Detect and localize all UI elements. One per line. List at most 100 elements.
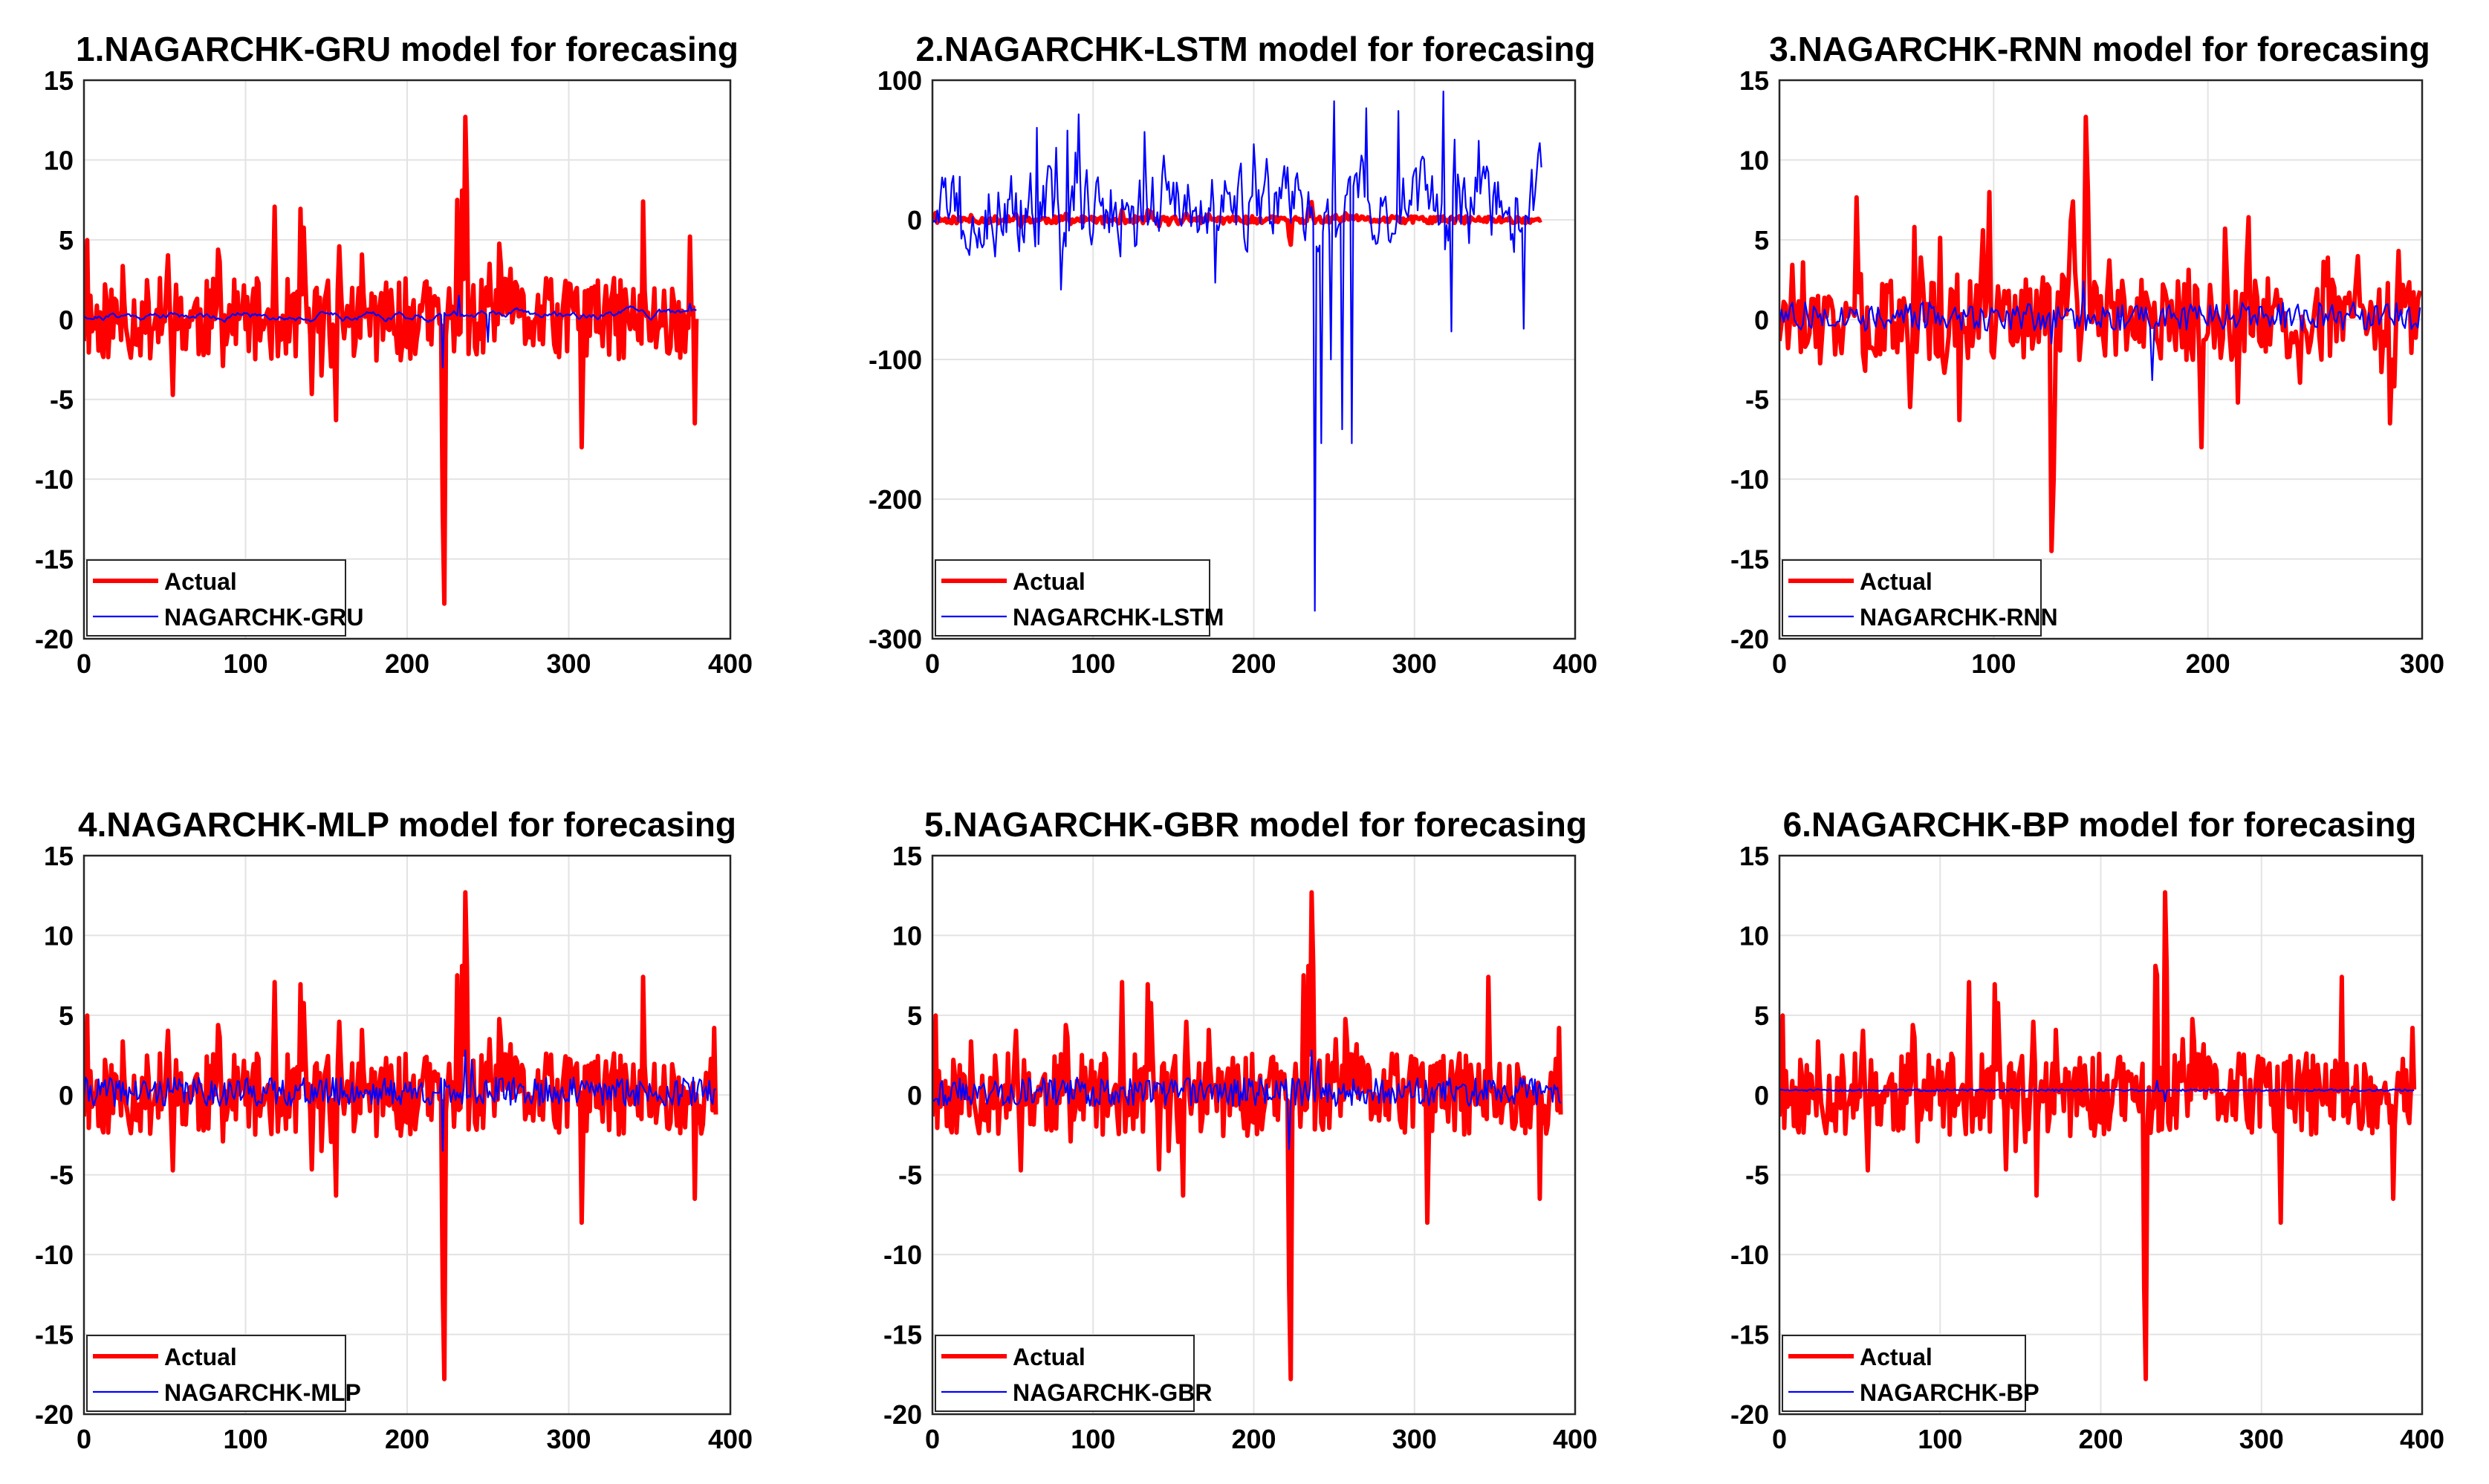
legend-label: Actual [1013,1344,1086,1370]
axes-box [931,79,1577,640]
x-tick-label: 100 [223,1424,267,1454]
y-tick-label: -5 [1745,1160,1769,1191]
y-tick-label: 15 [1739,65,1769,96]
y-tick-label: -20 [1730,1399,1769,1430]
legend-box [1782,559,2042,637]
x-tick-label: 0 [1772,1424,1787,1454]
legend-box [935,559,1210,637]
x-tick-label: 100 [1071,648,1115,679]
y-tick-label: 0 [59,305,74,335]
y-tick-label: -20 [35,1399,74,1430]
legend-label: NAGARCHK-BP [1860,1379,2039,1406]
y-tick-label: 5 [1754,1000,1769,1031]
chart-panel-3: 3.NAGARCHK-RNN model for forecasing 0 10 0 2… [1730,30,2444,679]
y-tick-label: -20 [1730,624,1769,654]
y-tick-label: 5 [59,1000,74,1031]
y-tick-label: -15 [35,1320,74,1350]
axes-box [82,854,732,1416]
y-tick-label: 10 [1739,145,1769,175]
y-tick-label: -5 [50,385,74,415]
y-tick-label: 0 [1754,1080,1769,1110]
series-forecast-line [1779,1079,2415,1102]
legend-label: NAGARCHK-GRU [164,604,363,631]
legend: Actual NAGARCHK-RNN [1782,559,2058,637]
x-tick-label: 200 [2078,1424,2123,1454]
y-tick-label: -15 [35,544,74,575]
y-tick-label: -10 [35,1240,74,1270]
y-tick-label: 0 [907,1080,922,1110]
chart-title: 6.NAGARCHK-BP model for forecasing [1783,805,2417,844]
x-tick-label: 300 [2239,1424,2284,1454]
chart-title: 1.NAGARCHK-GRU model for forecasing [76,30,739,68]
y-tick-label: 15 [44,841,74,871]
y-tick-label: 100 [877,65,922,96]
x-tick-label: 400 [708,1424,753,1454]
chart-title: 4.NAGARCHK-MLP model for forecasing [78,805,736,844]
y-tick-label: -10 [35,464,74,495]
x-tick-label: 400 [1553,648,1597,679]
y-tick-label: 5 [1754,225,1769,256]
chart-panel-6: 6.NAGARCHK-BP model for forecasing 0 100 20… [1730,805,2444,1454]
axes-box [1778,854,2424,1416]
legend-box [86,559,346,637]
plot-area [1779,80,2422,639]
series-forecast-line [932,1049,1562,1151]
axes-box [1778,79,2424,640]
series-forecast-line [84,294,697,368]
legend: Actual NAGARCHK-MLP [86,1335,361,1412]
x-tick-label: 100 [1071,1424,1115,1454]
axes-box [931,854,1577,1416]
legend: Actual NAGARCHK-BP [1782,1335,2039,1412]
series-actual-line [84,114,699,606]
legend-box [86,1335,346,1412]
x-tick-label: 300 [1392,1424,1437,1454]
y-tick-label: -20 [883,1399,922,1430]
x-tick-label: 400 [1553,1424,1597,1454]
legend: Actual NAGARCHK-GRU [86,559,363,637]
x-tick-label: 0 [925,1424,940,1454]
chart-panel-4: 4.NAGARCHK-MLP model for forecasing 0 100 2… [35,805,753,1454]
y-tick-label: 5 [59,225,74,256]
y-tick-label: -5 [50,1160,74,1191]
legend-label: Actual [1860,1344,1933,1370]
y-tick-label: -15 [1730,544,1769,575]
y-tick-label: -5 [898,1160,922,1191]
legend: Actual NAGARCHK-LSTM [935,559,1224,637]
legend-label: NAGARCHK-MLP [164,1379,361,1406]
x-tick-label: 100 [1918,1424,1962,1454]
chart-title: 5.NAGARCHK-GBR model for forecasing [924,805,1587,844]
chart-panel-2: 2.NAGARCHK-LSTM model for forecasing 0 100… [869,30,1597,679]
legend-label: NAGARCHK-LSTM [1013,604,1224,631]
x-tick-label: 200 [385,1424,429,1454]
x-tick-label: 0 [1772,648,1787,679]
y-tick-label: -10 [1730,464,1769,495]
series-forecast-line [84,1049,716,1152]
legend-label: Actual [164,1344,237,1370]
legend-label: NAGARCHK-RNN [1860,604,2058,631]
series-forecast-line [932,90,1542,612]
x-tick-label: 400 [708,648,753,679]
y-tick-label: 0 [1754,305,1769,335]
x-tick-label: 100 [223,648,267,679]
y-tick-label: -5 [1745,385,1769,415]
y-tick-label: -10 [883,1240,922,1270]
y-tick-label: -20 [35,624,74,654]
x-tick-label: 200 [2186,648,2230,679]
y-tick-label: -300 [869,624,922,654]
x-tick-label: 0 [77,1424,91,1454]
legend-box [935,1335,1195,1412]
y-tick-label: -100 [869,345,922,375]
x-tick-label: 300 [2400,648,2444,679]
x-tick-label: 200 [1231,1424,1276,1454]
chart-panel-5: 5.NAGARCHK-GBR model for forecasing 0 100 2… [883,805,1597,1454]
legend-box [1782,1335,2026,1412]
chart-title: 3.NAGARCHK-RNN model for forecasing [1769,30,2430,68]
legend-label: NAGARCHK-GBR [1013,1379,1212,1406]
chart-title: 2.NAGARCHK-LSTM model for forecasing [916,30,1596,68]
y-tick-label: 10 [44,145,74,175]
y-tick-label: -15 [883,1320,922,1350]
legend-label: Actual [1860,568,1933,595]
y-tick-label: 10 [44,920,74,951]
x-tick-label: 300 [1392,648,1437,679]
